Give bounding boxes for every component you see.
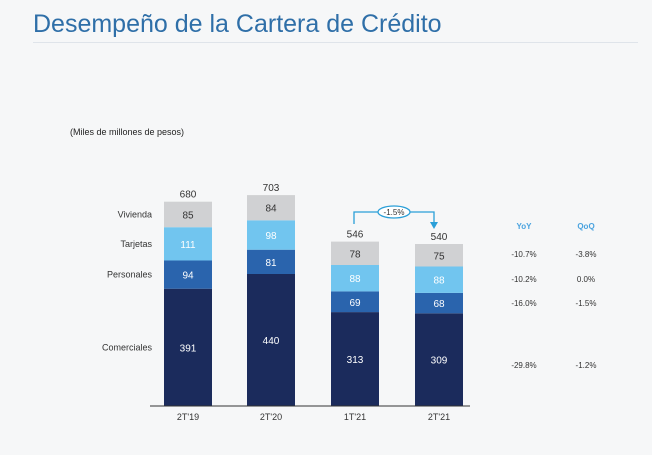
bar-segment <box>247 274 295 406</box>
bar-segment <box>247 220 295 250</box>
change-table-header: YoY <box>517 222 533 231</box>
change-badge-label: -1.5% <box>384 208 405 217</box>
x-tick-label: 1T'21 <box>344 412 366 422</box>
bar-segment <box>247 249 295 274</box>
segment-labels-group: 391 94 111 85 440 81 98 84 313 69 88 78 309 68 88 75 <box>180 204 448 367</box>
arrow-head-icon <box>430 222 438 229</box>
bar-segment <box>415 313 463 406</box>
title-divider <box>33 42 638 43</box>
segment-value-label: 440 <box>263 336 280 347</box>
bar-segment <box>415 244 463 267</box>
x-tick-label: 2T'21 <box>428 412 450 422</box>
segment-value-label: 84 <box>265 204 277 215</box>
segment-value-label: 94 <box>182 271 194 282</box>
bars-group <box>164 195 463 406</box>
units-label: (Miles de millones de pesos) <box>70 127 185 137</box>
segment-value-label: 75 <box>433 251 445 262</box>
series-label: Vivienda <box>118 209 152 219</box>
yoy-value: -10.7% <box>511 250 536 259</box>
total-label: 546 <box>347 230 364 241</box>
total-labels-group: 680 703 546 540 <box>180 183 448 243</box>
bar-segment <box>415 292 463 314</box>
segment-value-label: 81 <box>265 258 277 269</box>
yoy-value: -16.0% <box>511 299 536 308</box>
yoy-value: -10.2% <box>511 275 536 284</box>
segment-value-label: 309 <box>431 356 448 367</box>
segment-value-label: 69 <box>349 298 361 309</box>
segment-value-label: 68 <box>433 299 445 310</box>
total-label: 703 <box>263 183 280 194</box>
series-label: Personales <box>107 270 153 280</box>
bar-segment <box>331 312 379 406</box>
change-annotation: -1.5% <box>353 205 438 229</box>
series-labels-group: Comerciales Personales Tarjetas Vivienda <box>102 209 153 352</box>
bar-segment <box>331 291 379 313</box>
total-label: 680 <box>180 190 197 201</box>
change-table: YoY QoQ -10.7% -3.8% -10.2% 0.0% -16.0% -1.5% -2… <box>511 222 596 370</box>
bar-segment <box>415 266 463 293</box>
series-label: Tarjetas <box>120 239 152 249</box>
total-label: 540 <box>431 232 448 243</box>
bar-segment <box>331 265 379 292</box>
series-label: Comerciales <box>102 342 153 352</box>
page-title: Desempeño de la Cartera de Crédito <box>33 10 442 38</box>
segment-value-label: 313 <box>347 355 364 366</box>
bar-segment <box>331 241 379 265</box>
segment-value-label: 88 <box>349 274 361 285</box>
x-tick-label: 2T'20 <box>260 412 282 422</box>
segment-value-label: 85 <box>182 210 194 221</box>
bar-segment <box>164 227 212 261</box>
yoy-value: -29.8% <box>511 361 536 370</box>
segment-value-label: 111 <box>180 240 196 251</box>
x-tick-label: 2T'19 <box>177 412 199 422</box>
segment-value-label: 98 <box>265 231 277 242</box>
segment-value-label: 88 <box>433 276 445 287</box>
segment-value-label: 78 <box>349 249 361 260</box>
qoq-value: -1.5% <box>576 299 597 308</box>
segment-value-label: 391 <box>180 343 197 354</box>
x-tick-labels-group: 2T'19 2T'20 1T'21 2T'21 <box>177 412 450 422</box>
qoq-value: -3.8% <box>576 250 597 259</box>
bar-segment <box>164 260 212 289</box>
bar-segment <box>247 195 295 221</box>
change-table-header: QoQ <box>577 222 594 231</box>
change-badge <box>377 205 411 219</box>
bar-segment <box>164 288 212 406</box>
qoq-value: 0.0% <box>577 275 595 284</box>
qoq-value: -1.2% <box>576 361 597 370</box>
bar-segment <box>164 201 212 228</box>
